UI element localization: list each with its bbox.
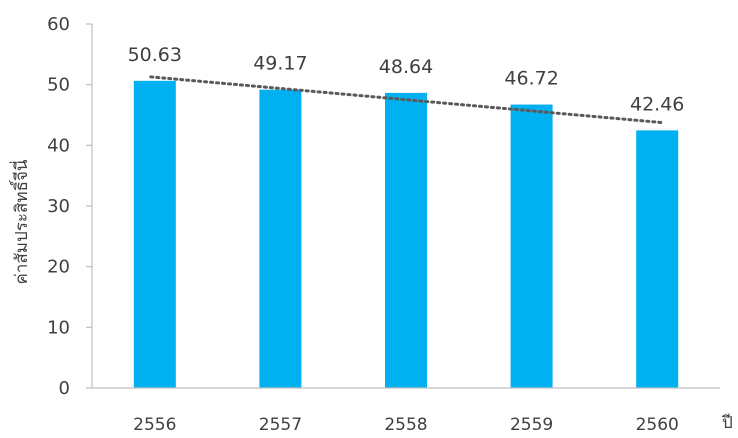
y-tick-label: 40 — [47, 135, 70, 156]
x-tick-label-2559: 2559 — [510, 415, 553, 435]
x-tick-label-2558: 2558 — [384, 415, 427, 435]
data-label-2556: 50.63 — [128, 44, 182, 66]
bars — [133, 80, 679, 389]
data-label-2559: 46.72 — [504, 68, 558, 90]
data-label-2557: 49.17 — [253, 53, 307, 75]
y-tick-label: 60 — [47, 14, 70, 35]
y-tick-label: 30 — [47, 196, 70, 217]
y-axis-ticks: 0 10 20 30 40 50 60 — [47, 14, 92, 399]
trendline-group — [149, 75, 663, 124]
y-tick-label: 0 — [59, 378, 70, 399]
bar-2560 — [636, 130, 679, 388]
y-axis-title: ค่าสัมประสิทธิ์จีนี่ — [9, 159, 32, 284]
bar-2558 — [385, 92, 427, 389]
x-tick-label-2557: 2557 — [259, 415, 302, 435]
y-tick-label: 10 — [47, 317, 70, 338]
y-tick-label: 50 — [47, 75, 70, 96]
data-labels: 50.63 49.17 48.64 46.72 42.46 — [128, 44, 685, 116]
bar-2557 — [259, 89, 302, 389]
x-tick-label-2560: 2560 — [636, 415, 679, 435]
data-label-2558: 48.64 — [379, 56, 433, 78]
trendline — [149, 75, 663, 124]
x-axis-labels: 2556 2557 2558 2559 2560 — [133, 415, 679, 435]
x-axis-title: ปี — [721, 413, 733, 433]
data-label-2560: 42.46 — [630, 93, 684, 115]
y-tick-label: 20 — [47, 257, 70, 278]
x-tick-label-2556: 2556 — [133, 415, 176, 435]
bar-2559 — [510, 104, 553, 388]
bar-2556 — [133, 80, 176, 388]
